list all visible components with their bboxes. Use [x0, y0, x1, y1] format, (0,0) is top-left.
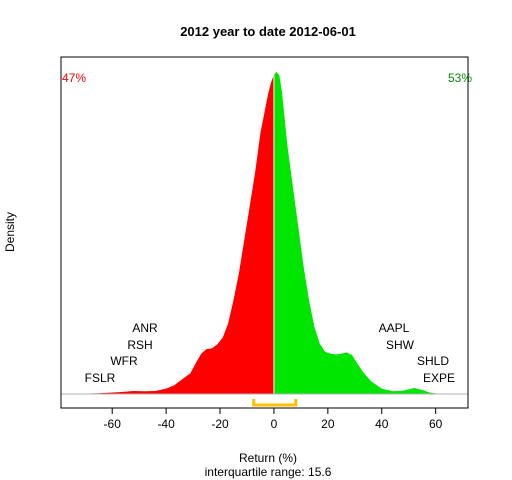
ticker-label: FSLR	[85, 371, 116, 385]
interquartile-bracket	[252, 399, 298, 407]
left-share-label: 47%	[62, 71, 86, 85]
x-tick-label: -40	[157, 417, 175, 431]
positive-returns-area	[273, 72, 439, 394]
x-tick-label: 60	[429, 417, 443, 431]
right-ticker-labels: AAPL SHW SHLD EXPE	[379, 321, 455, 385]
plot-frame	[60, 56, 469, 409]
ticker-label: RSH	[127, 338, 152, 352]
ticker-label: AAPL	[379, 321, 410, 335]
x-axis-label: Return (%)	[239, 451, 297, 465]
ticker-label: EXPE	[423, 371, 455, 385]
x-tick-label: -60	[104, 417, 122, 431]
ticker-label: ANR	[132, 321, 158, 335]
x-tick-label: 0	[271, 417, 278, 431]
right-share-label: 53%	[448, 71, 472, 85]
x-tick-label: 40	[375, 417, 389, 431]
ticker-label: SHLD	[417, 354, 449, 368]
iqr-caption: interquartile range: 15.6	[205, 465, 332, 479]
left-ticker-labels: ANR RSH WFR FSLR	[85, 321, 158, 385]
density-areas	[61, 72, 468, 395]
ticker-label: WFR	[110, 354, 138, 368]
x-tick-label: -20	[211, 417, 229, 431]
ticker-label: SHW	[386, 338, 415, 352]
y-axis-label: Density	[3, 212, 17, 252]
x-tick-label: 20	[321, 417, 335, 431]
x-axis: -60 -40 -20 0 20 40 60	[104, 408, 443, 431]
chart-title: 2012 year to date 2012-06-01	[180, 24, 356, 39]
negative-returns-area	[79, 74, 274, 394]
iqr-bracket	[252, 399, 298, 407]
